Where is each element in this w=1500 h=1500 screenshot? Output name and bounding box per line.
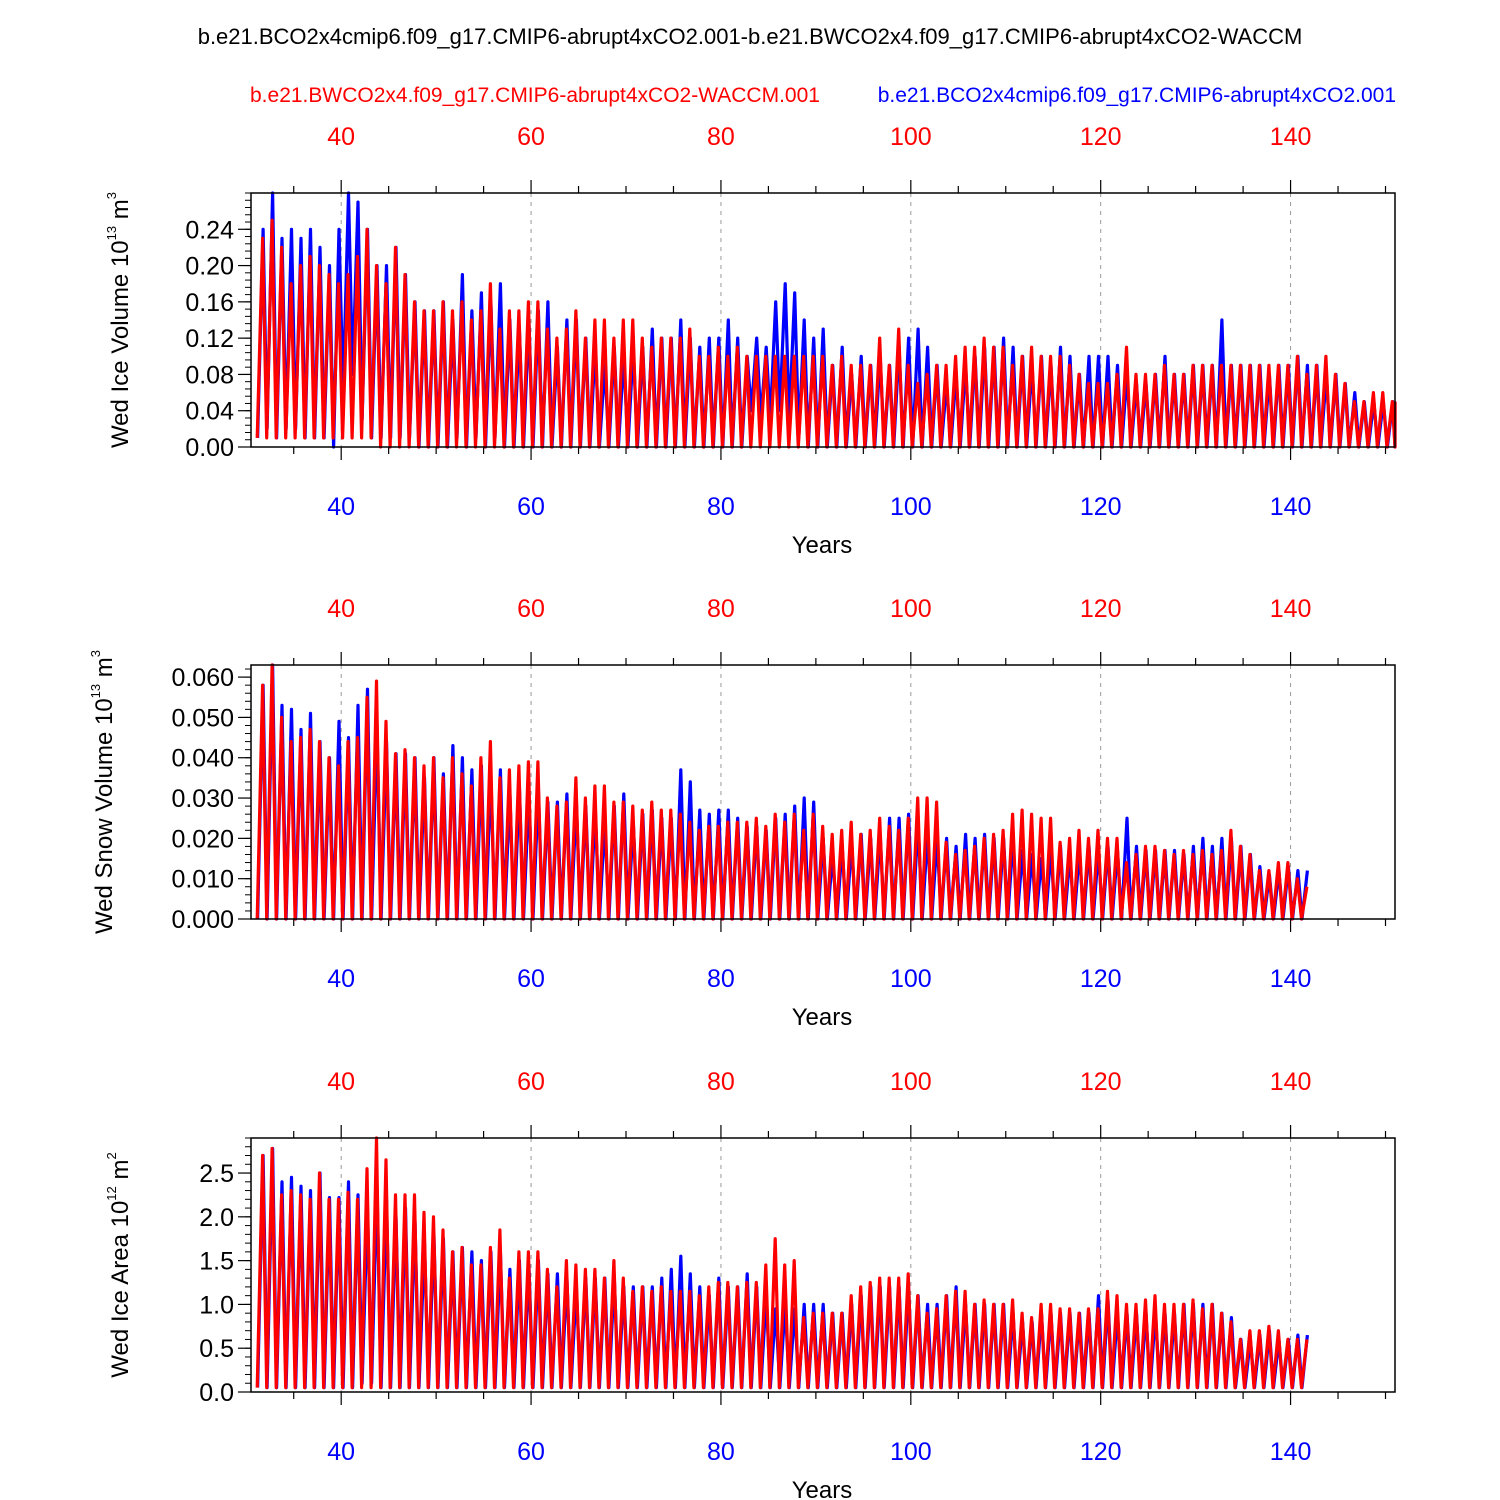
y-tick-label: 0.030 [171,785,234,813]
plot-frame [250,192,1396,448]
x-tick-label-bottom: 140 [1270,965,1312,993]
legend-red-label: b.e21.BWCO2x4.f09_g17.CMIP6-abrupt4xCO2-… [250,84,820,107]
y-tick-label: 0.24 [185,216,234,244]
panels: 0.00 0.04 0.08 0.12 0.16 0.20 0.24 40 40 60 60 80 80… [88,123,1397,1500]
x-tick-label-top: 120 [1080,123,1122,151]
panel-ice-area: 0.0 0.5 1.0 1.5 2.0 2.5 40 40 60 60 80 80 100 100 120 1… [104,1068,1396,1500]
x-tick-label-top: 80 [707,595,735,623]
x-tick-label-bottom: 40 [327,1438,355,1466]
series-line-red [255,218,1397,449]
x-tick-label-bottom: 120 [1080,493,1122,521]
x-tick-label-bottom: 120 [1080,965,1122,993]
y-tick-label: 0.00 [185,434,234,462]
x-tick-label-bottom: 140 [1270,1438,1312,1466]
x-tick-label-bottom: 40 [327,965,355,993]
x-axis-title: Years [792,1004,853,1031]
x-tick-label-bottom: 60 [517,965,545,993]
x-tick-label-bottom: 40 [327,493,355,521]
x-tick-label-bottom: 140 [1270,493,1312,521]
y-tick-label: 0.16 [185,289,234,317]
y-tick-label: 0.010 [171,866,234,894]
x-tick-label-bottom: 120 [1080,1438,1122,1466]
x-tick-label-top: 60 [517,1068,545,1096]
y-axis-title: Wed Ice Area 1012 m2 [104,1152,134,1377]
x-tick-label-bottom: 100 [890,965,932,993]
x-tick-label-top: 100 [890,123,932,151]
x-tick-label-top: 140 [1270,595,1312,623]
x-tick-label-top: 100 [890,595,932,623]
plot-frame [250,664,1396,920]
x-tick-label-bottom: 80 [707,965,735,993]
y-tick-label: 0.060 [171,664,234,692]
x-tick-label-top: 80 [707,1068,735,1096]
x-axis-title: Years [792,1477,853,1500]
x-tick-label-top: 120 [1080,595,1122,623]
x-tick-label-top: 60 [517,123,545,151]
panel-snow-volume: 0.000 0.010 0.020 0.030 0.040 0.050 0.060 40 40 6… [88,595,1396,1031]
x-tick-label-top: 80 [707,123,735,151]
y-tick-label: 0.12 [185,325,234,353]
x-axis-title: Years [792,532,853,559]
x-tick-label-top: 40 [327,595,355,623]
x-tick-label-bottom: 80 [707,1438,735,1466]
x-tick-label-top: 140 [1270,1068,1312,1096]
x-tick-label-top: 40 [327,1068,355,1096]
y-tick-label: 0.04 [185,398,234,426]
main-title: b.e21.BCO2x4cmip6.f09_g17.CMIP6-abrupt4x… [198,24,1303,49]
y-axis-title: Wed Ice Volume 1013 m3 [104,192,134,448]
x-tick-label-top: 140 [1270,123,1312,151]
series-group [255,191,1397,449]
panel-ice-volume: 0.00 0.04 0.08 0.12 0.16 0.20 0.24 40 40 60 60 80 80… [104,123,1397,559]
series-line-red [255,663,1309,921]
y-tick-label: 0.0 [199,1379,234,1407]
x-tick-label-bottom: 60 [517,1438,545,1466]
y-tick-label: 0.000 [171,906,234,934]
x-tick-label-bottom: 100 [890,493,932,521]
y-tick-label: 0.050 [171,704,234,732]
x-tick-label-bottom: 100 [890,1438,932,1466]
y-tick-label: 0.08 [185,361,234,389]
y-tick-label: 2.5 [199,1160,234,1188]
y-tick-label: 1.0 [199,1291,234,1319]
x-tick-label-top: 120 [1080,1068,1122,1096]
y-tick-label: 0.20 [185,253,234,281]
x-tick-label-bottom: 60 [517,493,545,521]
y-tick-label: 0.040 [171,745,234,773]
y-tick-label: 2.0 [199,1204,234,1232]
legend-blue-label: b.e21.BCO2x4cmip6.f09_g17.CMIP6-abrupt4x… [878,84,1396,107]
series-group [255,663,1309,921]
x-tick-label-bottom: 80 [707,493,735,521]
series-line-red [255,1136,1309,1390]
series-group [255,1136,1309,1390]
y-tick-label: 0.020 [171,825,234,853]
plot-frame [250,1137,1396,1393]
y-axis-title: Wed Snow Volume 1013 m3 [88,650,118,934]
y-tick-label: 1.5 [199,1248,234,1276]
x-tick-label-top: 40 [327,123,355,151]
y-tick-label: 0.5 [199,1335,234,1363]
x-tick-label-top: 60 [517,595,545,623]
x-tick-label-top: 100 [890,1068,932,1096]
